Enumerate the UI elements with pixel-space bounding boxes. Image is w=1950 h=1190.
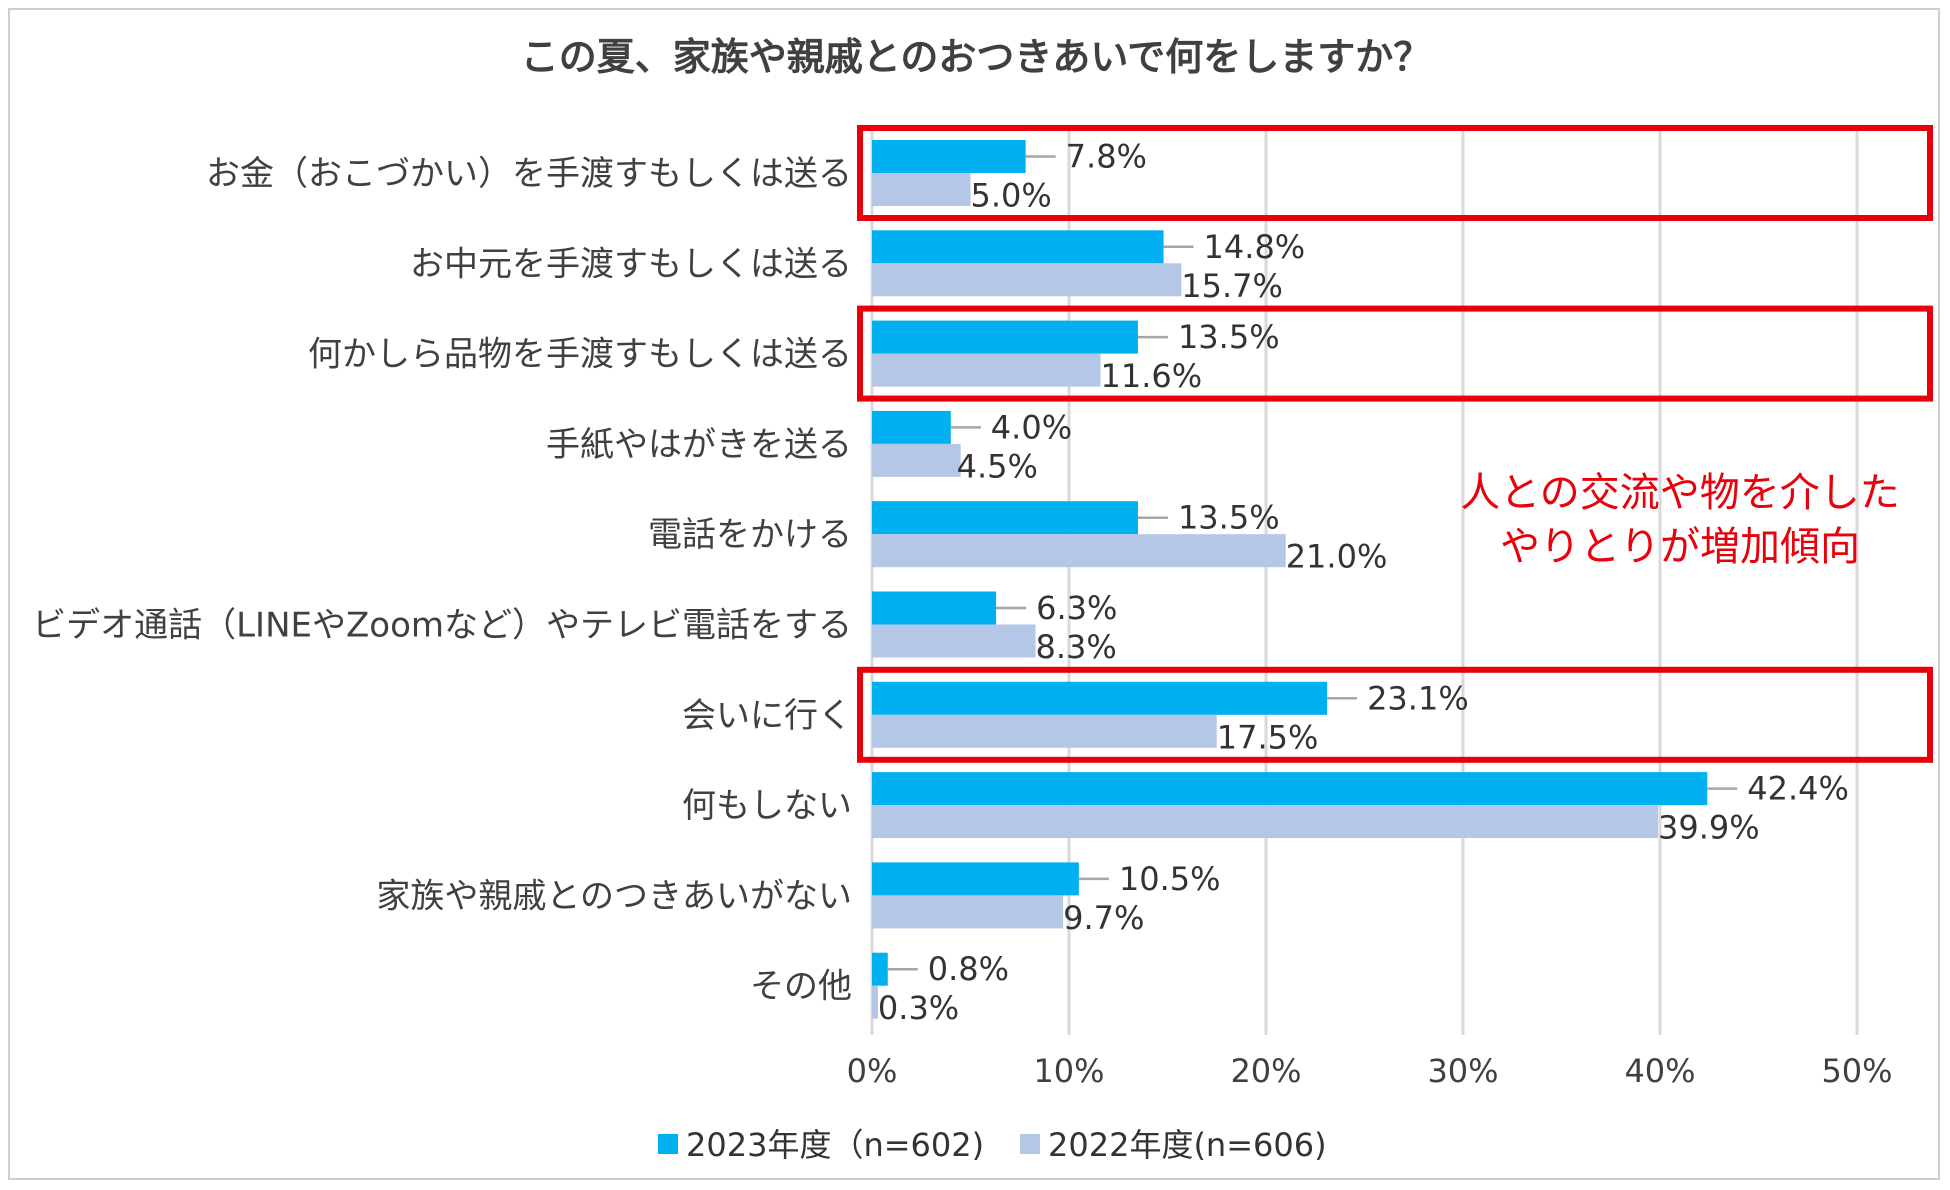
bar-2023: [872, 410, 951, 444]
bar-2022: [872, 173, 971, 206]
value-label-2022: 39.9%: [1658, 809, 1760, 847]
category-label: 家族や親戚とのつきあいがない: [376, 876, 852, 916]
bar-2022: [872, 353, 1101, 387]
category-label: お中元を手渡すもしくは送る: [410, 244, 852, 284]
legend: 2023年度（n=602) 2022年度(n=606): [658, 1126, 1327, 1164]
bar-2022: [872, 805, 1659, 839]
value-label-2023: 14.8%: [1204, 228, 1306, 266]
bar-2022: [872, 443, 961, 477]
category-label: 手紙やはがきを送る: [546, 425, 852, 465]
bar-2022: [872, 263, 1182, 297]
category-label: 何かしら品物を手渡すもしくは送る: [308, 335, 852, 375]
legend-swatch-2023: [658, 1134, 678, 1154]
bar-2022: [872, 624, 1036, 658]
x-axis-tick-labels: 0% 10% 20% 30% 40% 50%: [847, 1052, 1893, 1090]
highlight-boxes: [857, 125, 1933, 763]
annotation-text: やりとりが増加傾向: [1500, 524, 1860, 570]
legend-label-2022: 2022年度(n=606): [1048, 1126, 1327, 1164]
x-tick-label: 10%: [1033, 1052, 1104, 1090]
value-label-2023: 7.8%: [1066, 138, 1147, 176]
x-tick-label: 40%: [1624, 1052, 1695, 1090]
chart-title: この夏、家族や親戚とのおつきあいで何をしますか？: [521, 35, 1431, 79]
value-label-2022: 15.7%: [1181, 267, 1283, 305]
value-label-2023: 10.5%: [1119, 860, 1221, 898]
annotation-text: 人との交流や物を介した: [1460, 470, 1900, 516]
category-label: 何もしない: [682, 786, 852, 826]
value-label-2022: 11.6%: [1101, 357, 1203, 395]
bar-2023: [872, 320, 1138, 354]
value-label-2022: 0.3%: [878, 989, 959, 1027]
value-label-2023: 0.8%: [928, 950, 1009, 988]
value-label-2022: 4.5%: [957, 447, 1038, 485]
bar-2023: [872, 952, 888, 986]
bar-2022: [872, 985, 878, 1019]
category-label: その他: [750, 967, 852, 1007]
bar-2023: [872, 501, 1138, 535]
category-labels: お金（おこづかい）を手渡すもしくは送るお中元を手渡すもしくは送る何かしら品物を手…: [32, 154, 852, 1007]
legend-swatch-2022: [1020, 1134, 1040, 1154]
x-tick-label: 30%: [1427, 1052, 1498, 1090]
bar-2023: [872, 862, 1079, 896]
value-label-2023: 23.1%: [1367, 679, 1469, 717]
bars: [872, 140, 1708, 1019]
chart-frame: この夏、家族や親戚とのおつきあいで何をしますか？ お金（おこづかい）を手渡すもし…: [8, 8, 1940, 1180]
value-label-2023: 6.3%: [1036, 589, 1117, 627]
bar-chart: この夏、家族や親戚とのおつきあいで何をしますか？ お金（おこづかい）を手渡すもし…: [32, 35, 1933, 1164]
bar-2023: [872, 591, 997, 625]
value-label-2023: 42.4%: [1747, 770, 1849, 808]
value-label-2023: 4.0%: [991, 408, 1072, 446]
x-tick-label: 50%: [1821, 1052, 1892, 1090]
value-label-2022: 5.0%: [971, 177, 1052, 215]
bar-2022: [872, 534, 1286, 568]
x-tick-label: 0%: [847, 1052, 898, 1090]
highlight-box: [857, 305, 1933, 402]
value-label-2022: 17.5%: [1217, 718, 1319, 756]
value-label-2022: 8.3%: [1036, 628, 1117, 666]
x-tick-label: 20%: [1230, 1052, 1301, 1090]
category-label: 会いに行く: [682, 696, 852, 736]
bar-2023: [872, 681, 1328, 715]
value-labels: 7.8%5.0%14.8%15.7%13.5%11.6%4.0%4.5%13.5…: [878, 138, 1849, 1028]
highlight-box: [857, 125, 1933, 221]
highlight-box: [857, 666, 1933, 763]
value-label-2023: 13.5%: [1178, 499, 1280, 537]
legend-label-2023: 2023年度（n=602): [686, 1126, 984, 1164]
value-label-2022: 21.0%: [1286, 538, 1388, 576]
label-connectors: [887, 155, 1738, 971]
bar-2023: [872, 140, 1026, 173]
category-label: ビデオ通話（LINEやZoomなど）やテレビ電話をする: [32, 606, 852, 646]
category-label: お金（おこづかい）を手渡すもしくは送る: [206, 154, 852, 194]
bar-2022: [872, 895, 1064, 929]
bar-2022: [872, 714, 1217, 748]
bar-2023: [872, 230, 1164, 264]
category-label: 電話をかける: [648, 515, 852, 555]
bar-2023: [872, 772, 1708, 806]
value-label-2023: 13.5%: [1178, 318, 1280, 356]
value-label-2022: 9.7%: [1063, 899, 1144, 937]
